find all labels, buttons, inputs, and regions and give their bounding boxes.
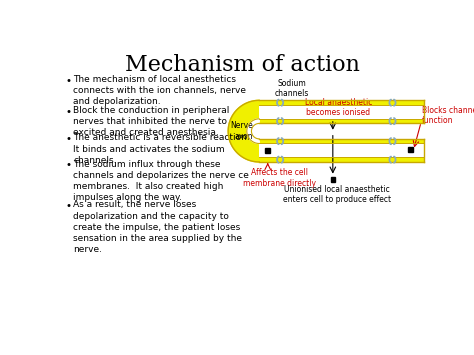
Text: Sodium
channels: Sodium channels [274, 79, 309, 98]
Bar [259, 100, 423, 124]
Polygon shape [228, 100, 259, 162]
Text: •: • [65, 160, 72, 170]
Bar [408, 147, 413, 152]
Text: Local anaesthetic
becomes ionised: Local anaesthetic becomes ionised [305, 98, 372, 117]
Text: •: • [65, 134, 72, 144]
Text: Block the conduction in peripheral
nerves that inhibited the nerve to
excited an: Block the conduction in peripheral nerve… [73, 106, 229, 137]
Text: The anesthetic is a reversible reaction.
It binds and activates the sodium
chann: The anesthetic is a reversible reaction.… [73, 133, 250, 165]
Bar [259, 139, 423, 162]
Text: Affects the cell
membrane directly: Affects the cell membrane directly [243, 168, 316, 187]
Text: Unionised local anaesthetic
enters cell to produce effect: Unionised local anaesthetic enters cell … [283, 185, 391, 204]
Text: Blocks channel
function: Blocks channel function [422, 106, 474, 125]
Polygon shape [251, 124, 259, 139]
Bar [330, 178, 335, 182]
Bar [259, 105, 423, 119]
Text: •: • [65, 76, 72, 86]
Bar [265, 148, 270, 153]
Text: The sodium influx through these
channels and depolarizes the nerve ce
membranes.: The sodium influx through these channels… [73, 160, 249, 202]
Text: The mechanism of local anesthetics
connects with the ion channels, nerve
and dep: The mechanism of local anesthetics conne… [73, 75, 246, 106]
Text: Mechanism of action: Mechanism of action [126, 54, 360, 76]
Polygon shape [247, 119, 259, 143]
Text: Nerve
axon: Nerve axon [230, 121, 253, 141]
Bar [259, 143, 423, 157]
Text: As a result, the nerve loses
depolarization and the capacity to
create the impul: As a result, the nerve loses depolarizat… [73, 201, 242, 254]
Text: •: • [65, 201, 72, 211]
Bar [259, 124, 423, 139]
Text: •: • [65, 106, 72, 116]
